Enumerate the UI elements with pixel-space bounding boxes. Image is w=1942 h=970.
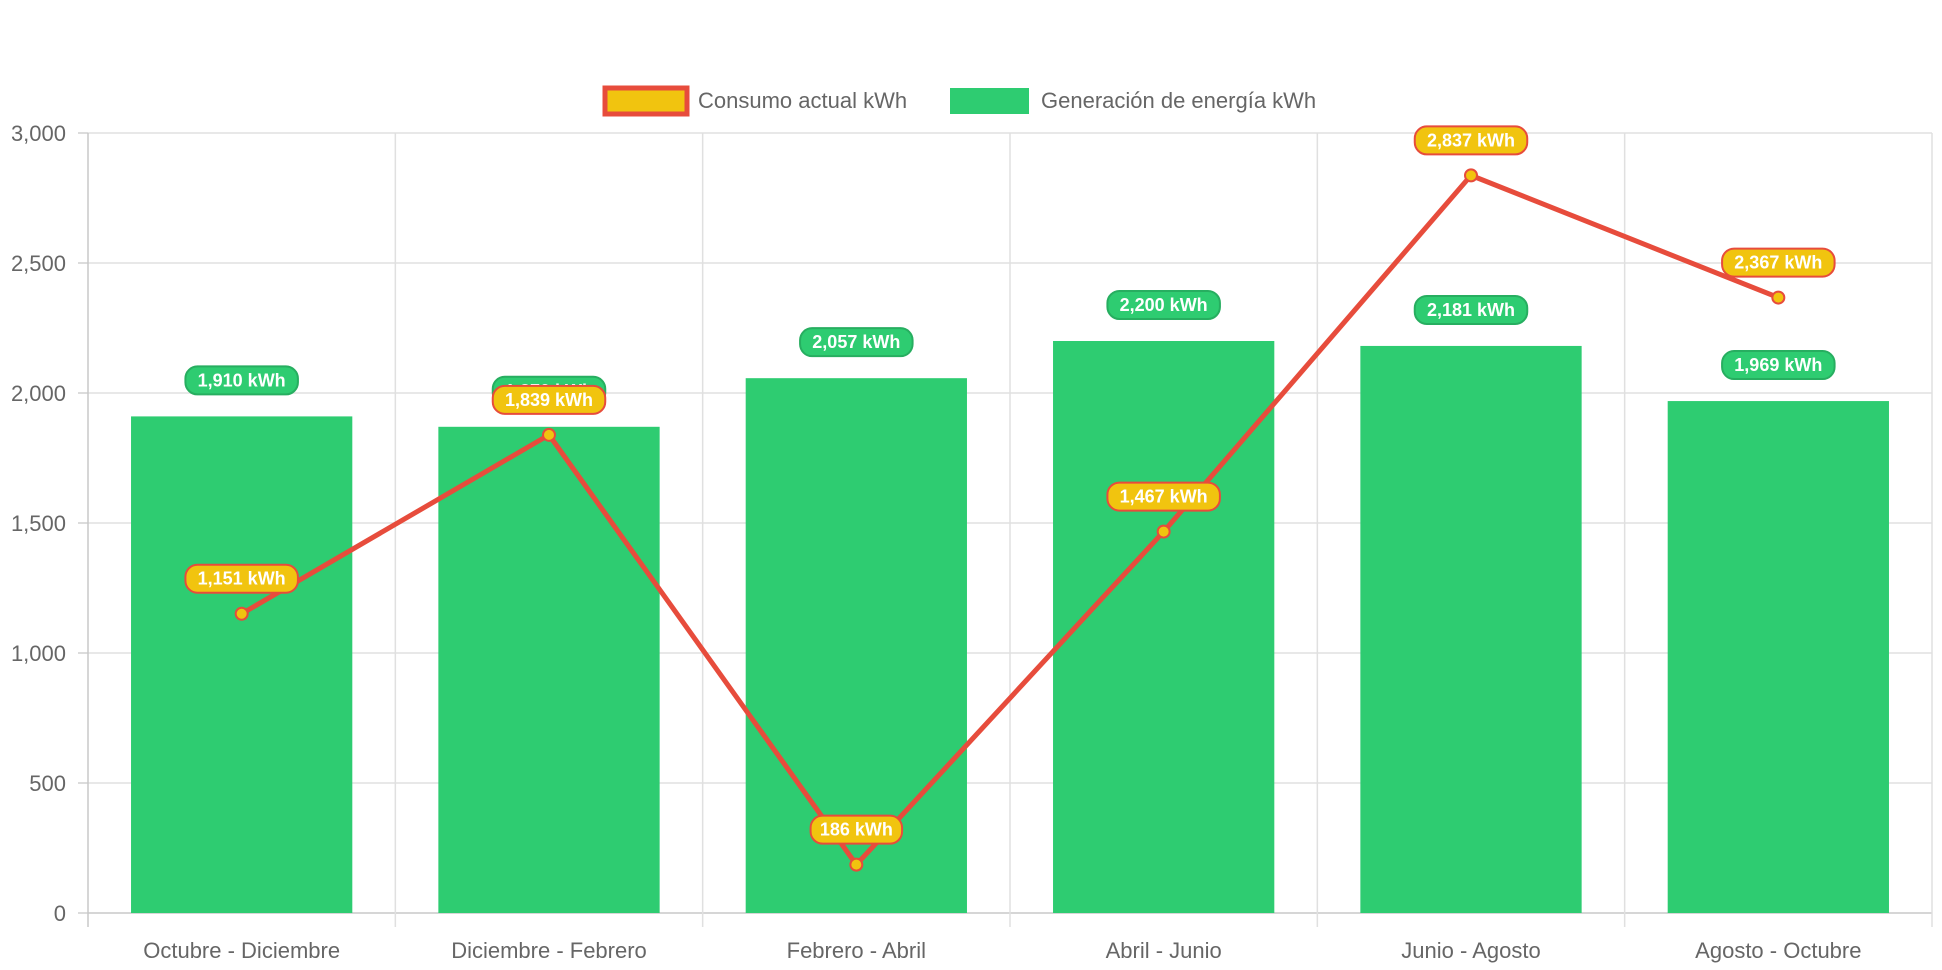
y-tick-label: 3,000 bbox=[11, 121, 66, 146]
bar bbox=[1053, 341, 1275, 913]
line-point bbox=[234, 606, 249, 621]
bar-data-label-text: 1,910 kWh bbox=[198, 370, 286, 390]
legend-swatch-consumo bbox=[602, 85, 690, 117]
line-data-label: 186 kWh bbox=[809, 814, 904, 845]
line-data-label-text: 2,837 kWh bbox=[1427, 130, 1515, 150]
line-data-label-text: 2,367 kWh bbox=[1734, 253, 1822, 273]
bar-data-label: 1,910 kWh bbox=[184, 365, 299, 396]
line-data-label-bg bbox=[1413, 125, 1529, 156]
y-tick-label: 0 bbox=[54, 901, 66, 926]
y-tick-label: 1,000 bbox=[11, 641, 66, 666]
legend-swatch-generacion bbox=[950, 88, 1029, 114]
line-series bbox=[234, 168, 1786, 872]
bar-data-label: 2,181 kWh bbox=[1413, 294, 1529, 325]
bar-data-label-bg bbox=[799, 327, 914, 358]
y-tick-label: 1,500 bbox=[11, 511, 66, 536]
line-data-label-text: 1,467 kWh bbox=[1120, 487, 1208, 507]
line-data-label: 1,151 kWh bbox=[184, 563, 299, 594]
bar-data-label-text: 2,057 kWh bbox=[812, 332, 900, 352]
line-data-label-bg bbox=[809, 814, 904, 845]
bar-data-label-bg bbox=[1106, 290, 1221, 320]
axes: 0 500 1,000 1,500 2,000 2,500 3,000 Octubre - D… bbox=[11, 121, 1862, 963]
x-tick-label: Junio - Agosto bbox=[1401, 938, 1540, 963]
x-tick-label: Abril - Junio bbox=[1106, 938, 1222, 963]
bar-data-label: 2,057 kWh bbox=[799, 327, 914, 358]
bar bbox=[131, 416, 353, 913]
bar-data-label-text: 1,969 kWh bbox=[1734, 355, 1822, 375]
line-data-label-bg bbox=[491, 384, 607, 415]
line-point bbox=[1156, 524, 1171, 539]
line-path bbox=[240, 172, 1780, 868]
y-tick-label: 500 bbox=[29, 771, 66, 796]
x-tick-label: Octubre - Diciembre bbox=[143, 938, 340, 963]
grid bbox=[78, 132, 1933, 927]
bar bbox=[1360, 345, 1582, 913]
line-data-label: 2,367 kWh bbox=[1721, 247, 1836, 278]
line-data-labels: 1,151 kWh 1,839 kWh 186 kWh 1,467 kWh 2,837 … bbox=[184, 125, 1836, 845]
bar bbox=[1667, 401, 1889, 913]
line-data-label-bg bbox=[184, 563, 299, 594]
legend-label-generacion: Generación de energía kWh bbox=[1041, 88, 1316, 113]
line-data-label-bg bbox=[1106, 481, 1221, 512]
line-data-label: 2,837 kWh bbox=[1413, 125, 1529, 156]
x-tick-label: Diciembre - Febrero bbox=[451, 938, 647, 963]
legend-label-consumo: Consumo actual kWh bbox=[698, 88, 907, 113]
line-point bbox=[849, 857, 864, 872]
y-tick-label: 2,500 bbox=[11, 251, 66, 276]
line-data-label-text: 186 kWh bbox=[820, 820, 893, 840]
bar bbox=[438, 426, 660, 913]
bar-data-label-bg bbox=[1413, 294, 1529, 325]
line-data-label-text: 1,151 kWh bbox=[198, 569, 286, 589]
line-point bbox=[1464, 168, 1478, 183]
line-data-label-text: 1,839 kWh bbox=[505, 390, 593, 410]
bar-data-label-bg bbox=[184, 365, 299, 396]
x-tick-label: Febrero - Abril bbox=[787, 938, 926, 963]
bar-data-label: 1,969 kWh bbox=[1721, 350, 1836, 381]
bar-data-label: 2,200 kWh bbox=[1106, 290, 1221, 320]
bar-data-label-bg bbox=[1721, 350, 1836, 381]
line-point bbox=[542, 427, 556, 442]
bar-data-label-text: 2,200 kWh bbox=[1120, 295, 1208, 315]
line-data-label: 1,467 kWh bbox=[1106, 481, 1221, 512]
legend: Consumo actual kWh Generación de energía… bbox=[602, 85, 1316, 117]
line-data-label-bg bbox=[1721, 247, 1836, 278]
y-tick-label: 2,000 bbox=[11, 381, 66, 406]
line-data-label: 1,839 kWh bbox=[491, 384, 607, 415]
line-point bbox=[1771, 290, 1786, 305]
bar-data-label-text: 2,181 kWh bbox=[1427, 300, 1515, 320]
x-tick-label: Agosto - Octubre bbox=[1695, 938, 1861, 963]
